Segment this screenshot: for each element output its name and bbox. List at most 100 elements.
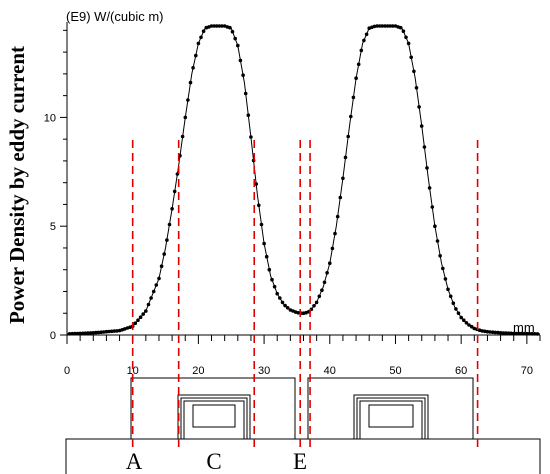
region-label: A [126, 449, 143, 474]
data-point [259, 222, 264, 227]
data-point [343, 155, 348, 160]
data-point [159, 264, 164, 269]
data-point [172, 189, 177, 194]
data-point [201, 29, 206, 33]
data-point [383, 24, 387, 28]
x-tick-label: 0 [64, 365, 70, 377]
x-axis-unit-label: mm [513, 320, 535, 335]
x-tick-label: 60 [455, 365, 467, 377]
data-point [278, 296, 282, 300]
data-point [469, 324, 474, 329]
data-point [401, 29, 406, 33]
data-point [349, 114, 353, 119]
data-point [501, 331, 506, 335]
left-core [177, 394, 251, 440]
data-point [490, 330, 495, 335]
data-point [199, 35, 203, 40]
data-point [236, 43, 240, 48]
data-point [438, 254, 442, 258]
axes: 0 5 10 0 10 20 30 40 50 60 70 [44, 22, 541, 377]
data-point [535, 332, 540, 336]
data-point [419, 124, 424, 128]
data-point [70, 331, 75, 336]
data-point [527, 331, 532, 336]
left-core-window [192, 404, 236, 428]
data-point [109, 329, 114, 334]
right-core-window [368, 404, 414, 428]
data-point [194, 53, 198, 58]
data-point [149, 296, 153, 300]
data-point [341, 176, 345, 181]
x-tick-label: 20 [192, 365, 204, 377]
data-point [456, 311, 461, 316]
data-point [362, 38, 366, 43]
data-point [388, 24, 393, 28]
data-point [320, 288, 324, 293]
data-point [81, 331, 85, 336]
data-point [112, 329, 117, 333]
data-point [217, 24, 222, 28]
data-point [280, 300, 285, 305]
data-point [354, 76, 358, 80]
data-point [519, 331, 524, 336]
data-point [412, 69, 416, 74]
data-point [509, 331, 513, 336]
left-coil-housing [130, 377, 296, 440]
data-point [422, 145, 427, 149]
data-point [257, 203, 261, 208]
data-point [330, 246, 335, 251]
data-point [165, 238, 169, 242]
data-point [188, 80, 193, 85]
data-point [162, 252, 166, 256]
base-plate [65, 438, 541, 474]
data-series [66, 24, 541, 336]
data-point [136, 318, 140, 323]
data-point [467, 323, 471, 327]
data-point [532, 332, 537, 336]
data-point [285, 306, 290, 310]
data-point [241, 73, 245, 77]
data-point [414, 86, 419, 90]
data-point [504, 331, 508, 335]
data-point [157, 276, 161, 281]
data-point [254, 182, 258, 186]
data-point [83, 331, 88, 336]
data-point [425, 166, 429, 170]
data-point [317, 294, 322, 299]
data-point [94, 330, 98, 335]
data-point [493, 330, 498, 335]
data-point [380, 24, 385, 28]
data-point [335, 214, 340, 219]
data-point [264, 254, 269, 259]
data-point [488, 330, 492, 334]
x-tick-label: 50 [389, 365, 401, 377]
data-point [249, 135, 253, 139]
data-point [73, 331, 77, 336]
data-point [209, 24, 214, 28]
data-point [514, 331, 519, 336]
data-point [451, 301, 456, 306]
data-point [107, 329, 111, 334]
data-point [191, 66, 195, 70]
data-point [75, 331, 80, 336]
data-point [375, 24, 379, 28]
data-point [430, 205, 435, 209]
data-point [346, 134, 351, 139]
y-tick-label: 10 [44, 112, 56, 124]
data-point [246, 113, 251, 117]
data-point [304, 310, 308, 315]
data-point [446, 287, 450, 292]
data-point [67, 332, 72, 336]
data-point [243, 91, 248, 96]
data-point [485, 329, 490, 334]
data-point [212, 24, 216, 28]
data-point [333, 231, 337, 236]
data-point [312, 304, 316, 308]
data-point [517, 331, 521, 336]
data-point [433, 224, 437, 228]
data-point [359, 48, 364, 53]
data-point [78, 331, 82, 336]
data-point [170, 207, 174, 211]
x-tick-label: 10 [127, 365, 139, 377]
